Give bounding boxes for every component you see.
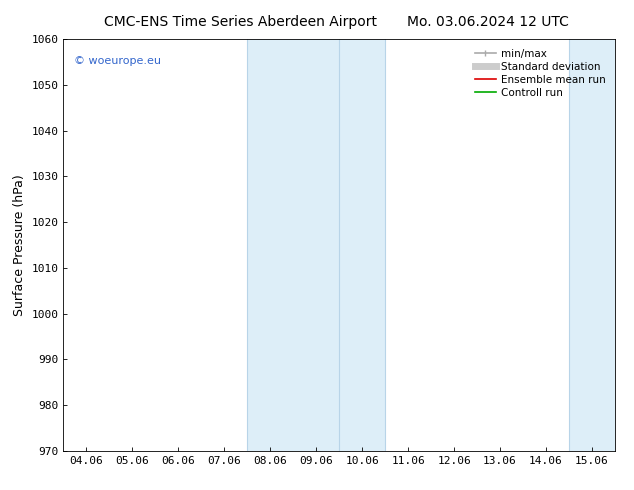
Bar: [569, 39, 615, 451]
Bar: [247, 39, 385, 451]
Legend: min/max, Standard deviation, Ensemble mean run, Controll run: min/max, Standard deviation, Ensemble me…: [470, 45, 610, 102]
Text: © woeurope.eu: © woeurope.eu: [74, 56, 162, 66]
Y-axis label: Surface Pressure (hPa): Surface Pressure (hPa): [13, 174, 26, 316]
Text: CMC-ENS Time Series Aberdeen Airport: CMC-ENS Time Series Aberdeen Airport: [105, 15, 377, 29]
Text: Mo. 03.06.2024 12 UTC: Mo. 03.06.2024 12 UTC: [407, 15, 569, 29]
